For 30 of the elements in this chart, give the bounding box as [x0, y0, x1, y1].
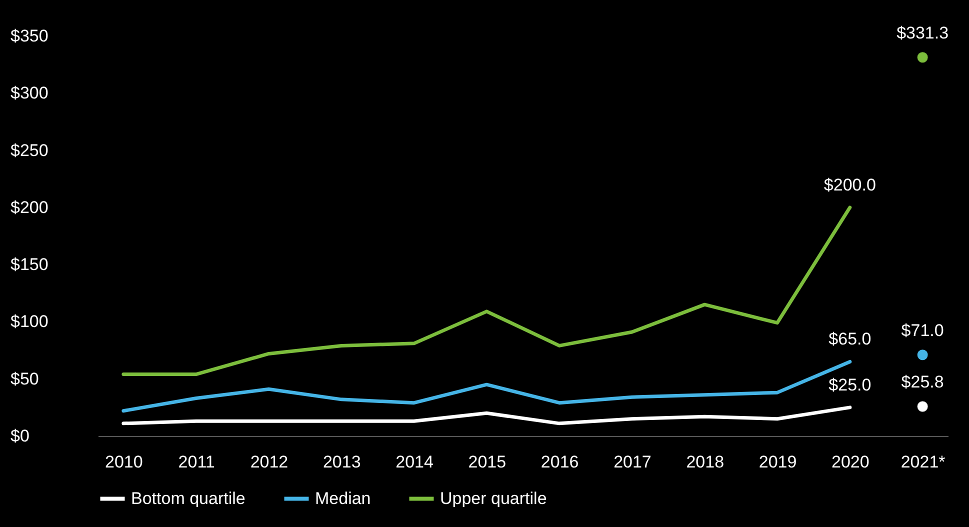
data-label: $331.3 — [896, 23, 949, 42]
x-tick-label: 2010 — [105, 452, 143, 472]
x-tick-label: 2014 — [396, 452, 434, 472]
data-label: $65.0 — [828, 330, 872, 349]
legend-label: Upper quartile — [440, 488, 547, 508]
data-label: $71.0 — [901, 320, 944, 340]
y-tick-label: $200 — [10, 198, 48, 217]
legend-label: Bottom quartile — [131, 488, 246, 508]
legend-label: Median — [315, 488, 371, 508]
y-tick-label: $350 — [10, 26, 48, 46]
y-tick-label: $300 — [10, 84, 48, 103]
x-tick-label: 2016 — [540, 452, 579, 472]
data-label: $200.0 — [824, 175, 876, 194]
x-tick-label: 2020 — [832, 452, 870, 472]
x-tick-label: 2015 — [468, 452, 506, 472]
data-label: $25.0 — [828, 375, 872, 394]
x-tick-label: 2021* — [900, 452, 946, 472]
y-tick-label: $100 — [10, 312, 48, 332]
x-tick-label: 2017 — [614, 452, 652, 472]
y-tick-label: $150 — [10, 255, 48, 274]
x-tick-label: 2011 — [178, 452, 215, 472]
x-tick-label: 2013 — [322, 452, 361, 472]
y-tick-label: $50 — [10, 369, 39, 388]
x-tick-label: 2012 — [250, 452, 288, 472]
y-tick-label: $0 — [10, 426, 30, 446]
line-series — [122, 406, 852, 426]
x-tick-label: 2019 — [758, 452, 797, 472]
y-tick-label: $250 — [10, 140, 48, 160]
x-tick-label: 2018 — [686, 452, 724, 472]
data-label: $25.8 — [901, 372, 944, 392]
